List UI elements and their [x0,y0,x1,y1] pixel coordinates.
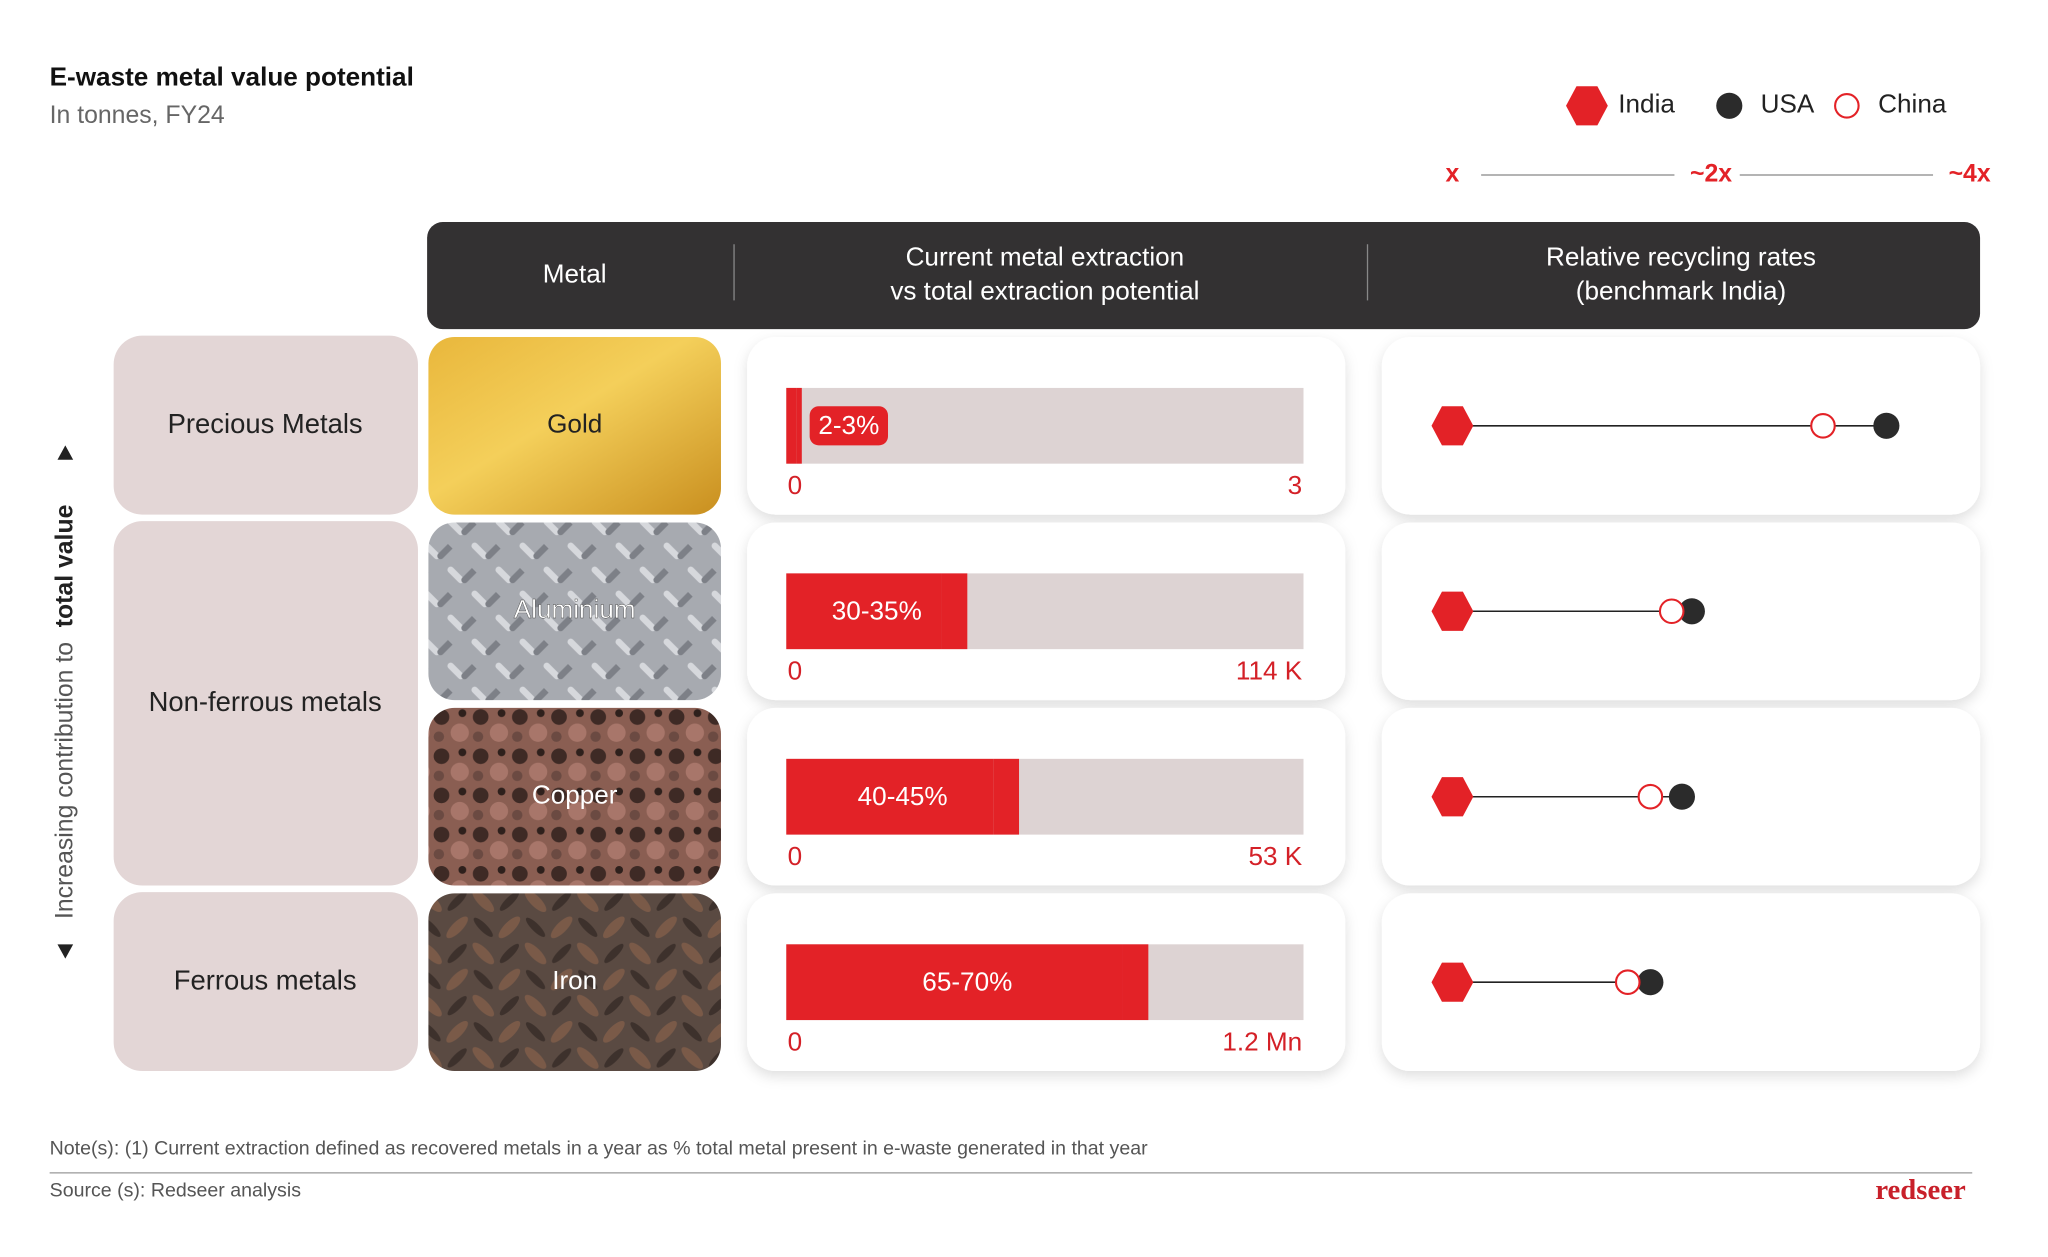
brand: redseer [1875,1174,1966,1206]
metal-label: Iron [552,965,597,995]
india-marker [1431,962,1474,1002]
source: Source (s): Redseer analysis [50,1179,302,1201]
china-marker [1810,412,1836,439]
column-header: vs total extraction potential [890,275,1199,305]
bar-label: 30-35% [832,595,922,625]
india-marker [1566,86,1608,126]
column-header: Current metal extraction [906,242,1185,272]
group-box [113,335,418,515]
metal-label: Gold [547,409,602,439]
india-marker [1431,591,1474,631]
scale-tick-label: ~2x [1690,161,1732,188]
column-header: Relative recycling rates [1546,242,1816,272]
subtitle: In tonnes, FY24 [50,102,225,129]
column-header: Metal [543,258,607,288]
axis-arrow-down [57,944,74,959]
bar-label: 40-45% [858,781,948,811]
china-marker [1637,783,1664,810]
legend-label: USA [1761,89,1815,119]
metal-image [428,336,721,515]
axis-arrow-up [57,445,74,460]
group-label: Ferrous metals [174,964,357,995]
bar-fill [786,944,1123,1021]
group-box [113,521,418,886]
bar-label: 2-3% [818,410,879,440]
table-header [427,222,1981,330]
metal-image [428,707,721,886]
scale-tick-label: ~4x [1949,161,1991,188]
china-marker [1834,92,1860,119]
bar-axis-start: 0 [788,841,803,871]
bar-axis-start: 0 [788,656,803,686]
bar-axis-end: 1.2 Mn [1222,1026,1302,1056]
title: E-waste metal value potential [50,61,414,91]
group-box [113,892,418,1072]
bar-range [1122,944,1149,1021]
bar-axis-end: 114 K [1236,656,1303,686]
left-axis-emphasis: total value [51,505,78,628]
group-label: Precious Metals [168,408,363,439]
left-axis-text: Increasing contribution to [51,642,78,919]
note: Note(s): (1) Current extraction defined … [50,1138,1148,1160]
usa-marker [1678,598,1705,625]
bar-label: 65-70% [922,966,1012,996]
bar-fill [786,387,797,464]
metal-label: Copper [532,780,618,810]
usa-marker [1668,783,1695,810]
bar-fill [786,758,994,835]
group-label: Non-ferrous metals [149,686,382,717]
china-marker [1658,598,1685,625]
bar-range [993,758,1020,835]
recycling-card [1381,893,1981,1072]
bar-axis-start: 0 [788,470,803,500]
bar-range [796,387,802,464]
bar-axis-end: 3 [1288,470,1303,500]
bar-axis-start: 0 [788,1026,803,1056]
usa-marker [1637,969,1664,996]
legend-label: India [1618,89,1675,119]
column-header: (benchmark India) [1576,275,1786,305]
bar-label-tag [809,406,889,446]
legend-label: China [1878,89,1947,119]
bar-axis-end: 53 K [1248,841,1302,871]
bar-fill [786,573,942,650]
usa-marker [1716,92,1743,119]
scale-tick-label: x [1446,161,1460,188]
usa-marker [1873,412,1900,439]
left-axis-label: Increasing contribution to total value [51,505,78,919]
metal-image [428,522,721,701]
china-marker [1614,969,1641,995]
bar-range [941,573,968,650]
india-marker [1431,406,1474,446]
metal-label: Aluminium [514,594,636,624]
india-marker [1431,777,1474,817]
metal-image [428,893,721,1072]
